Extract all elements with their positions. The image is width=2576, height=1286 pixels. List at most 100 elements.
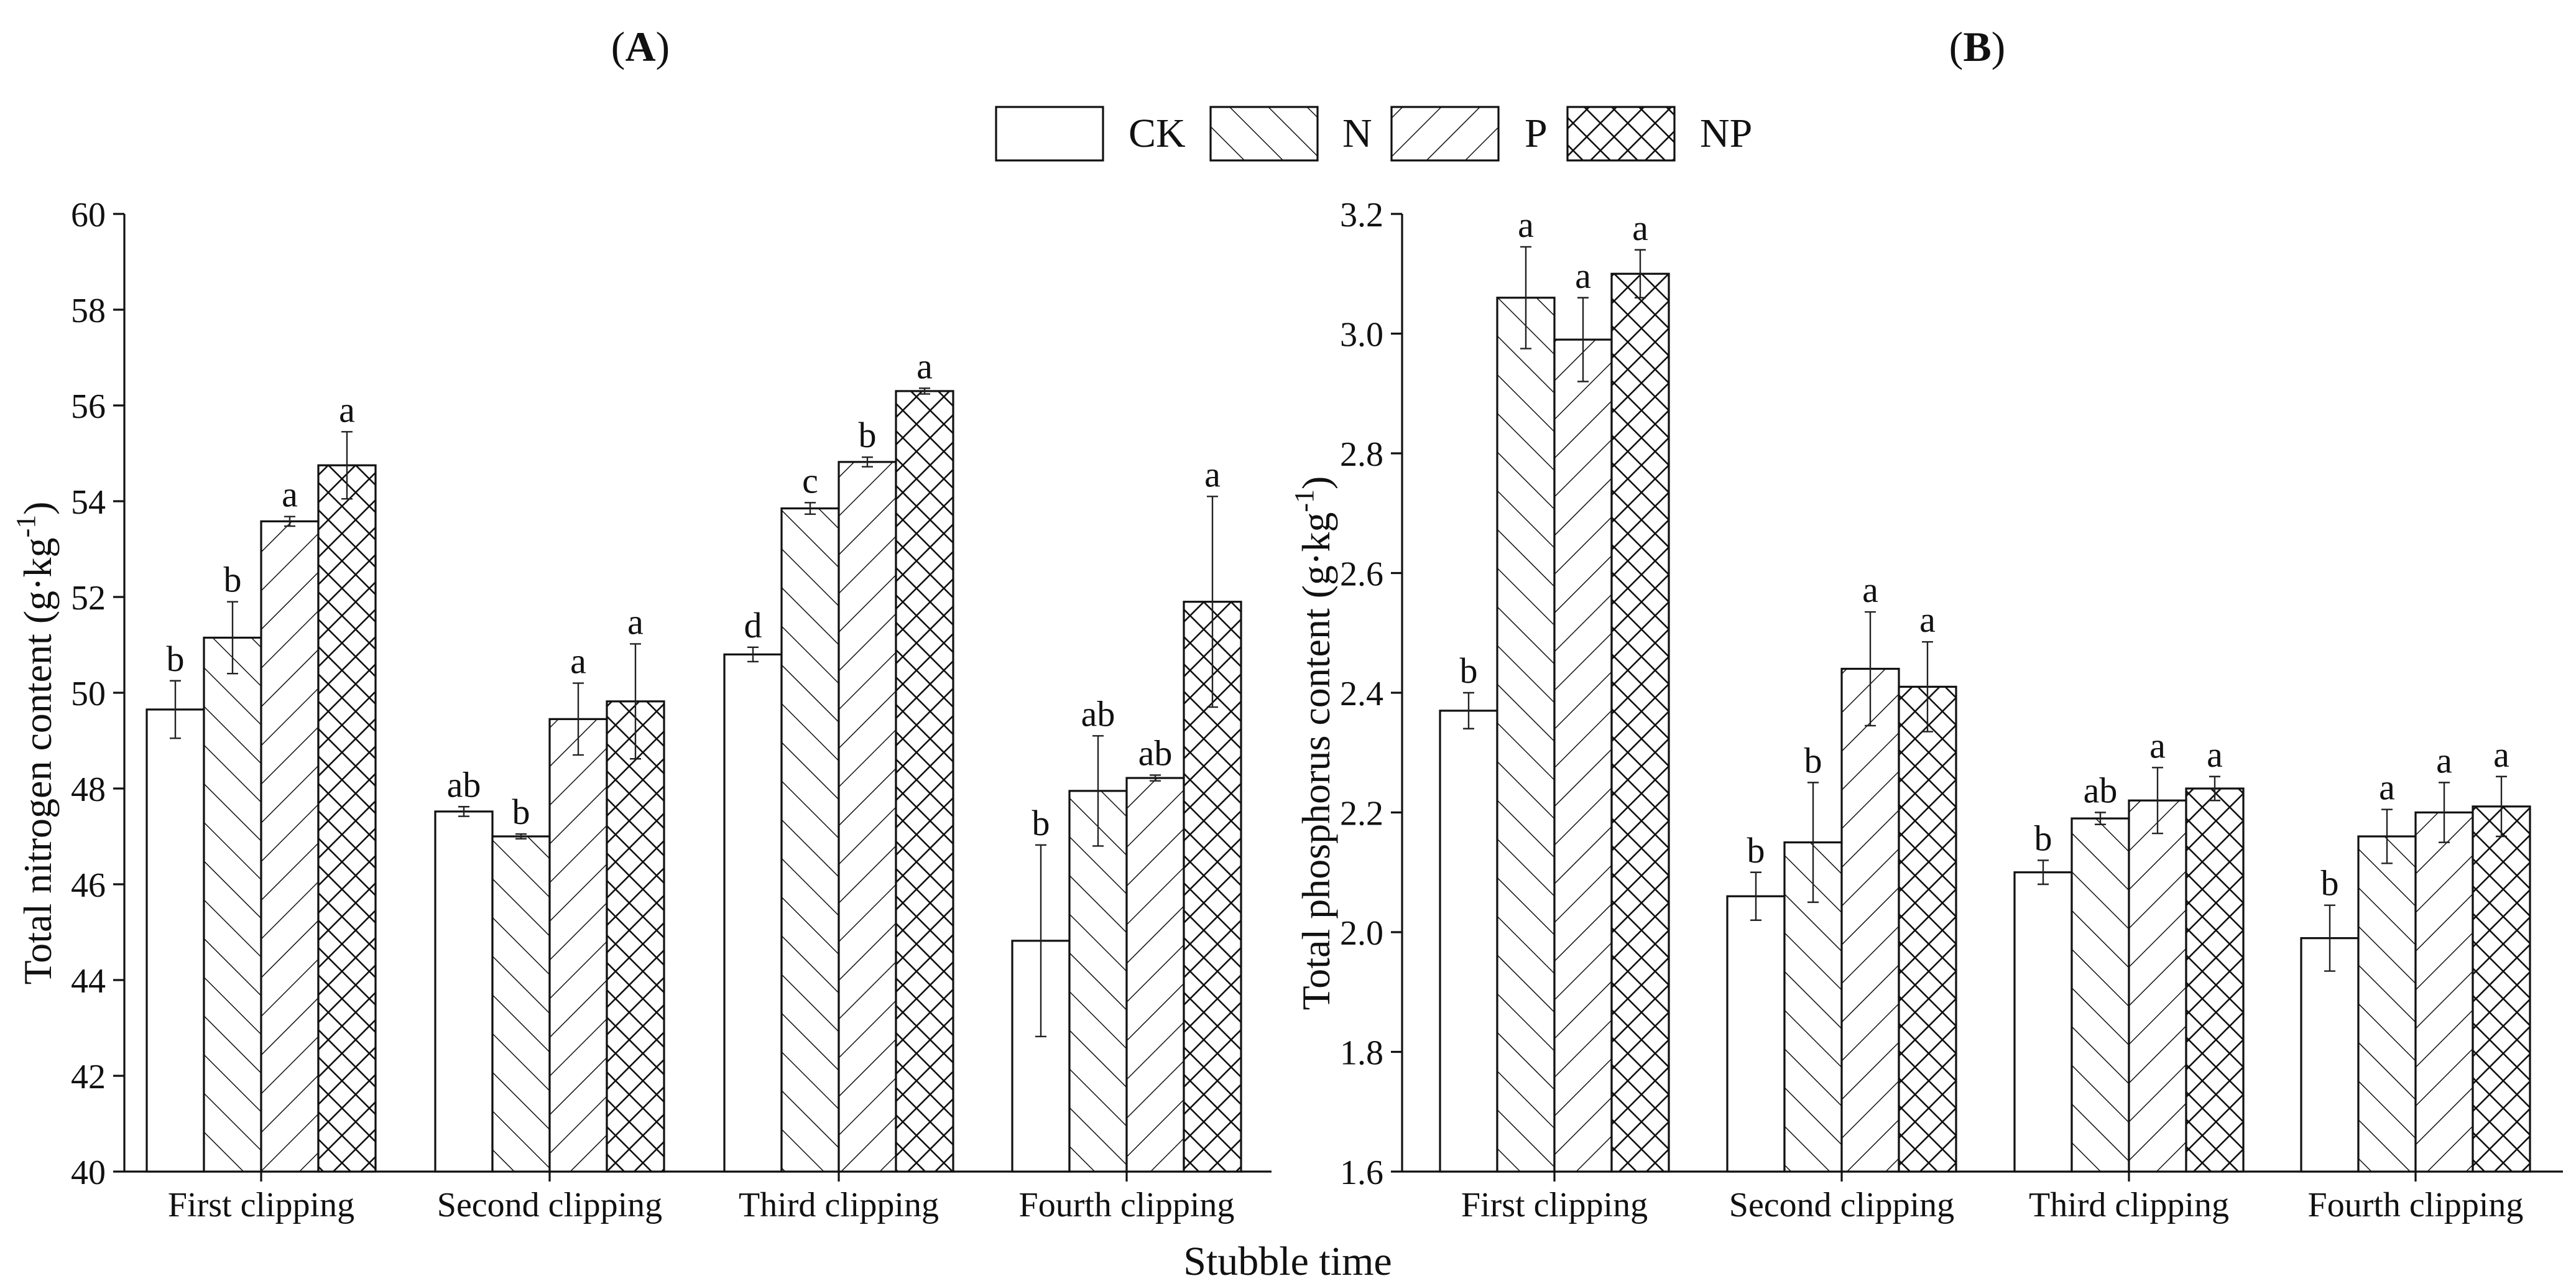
x-tick-label-a-third-clipping: Third clipping [739,1186,939,1224]
legend-label-np: NP [1700,111,1752,156]
sig-letter-a-np-second-clipping: a [627,601,644,642]
error-bar-b-n-fourth-clipping [2381,808,2393,864]
error-bar-a-ck-first-clipping [170,680,181,739]
error-bar-a-p-second-clipping [573,682,584,756]
sig-letter-b-np-fourth-clipping: a [2493,734,2509,775]
sig-letter-a-ck-second-clipping: ab [447,764,481,805]
x-tick-label-a-fourth-clipping: Fourth clipping [1019,1186,1235,1224]
sig-letter-b-p-third-clipping: a [2149,725,2166,766]
error-bar-a-p-fourth-clipping [1150,774,1161,782]
sig-letter-a-n-third-clipping: c [802,460,818,501]
x-tick-label-a-first-clipping: First clipping [168,1186,354,1224]
y-axis-title-a: Total nitrogen content (g·kg-1) [11,502,60,985]
y-tick-label-b: 1.8 [1340,1034,1383,1073]
panel-title-b: (B) [1949,23,2006,70]
sig-letter-a-p-second-clipping: a [570,641,586,682]
x-tick-label-b-first-clipping: First clipping [1461,1186,1648,1224]
sig-letter-b-n-fourth-clipping: a [2379,767,2395,808]
bar-b-ck-fourth-clipping [2300,937,2360,1173]
panel-title-a: (A) [611,23,670,70]
sig-letter-a-p-first-clipping: a [282,474,298,515]
sig-letter-b-p-fourth-clipping: a [2436,740,2452,780]
error-bar-a-np-third-clipping [919,387,930,395]
bar-a-p-first-clipping [260,520,320,1173]
bar-b-p-third-clipping [2128,799,2187,1173]
bar-a-ck-third-clipping [723,653,783,1173]
error-bar-b-np-first-clipping [1635,249,1646,298]
y-tick-label-a: 46 [71,866,106,905]
y-tick-label-a: 60 [71,196,106,234]
bar-b-p-fourth-clipping [2414,811,2474,1173]
panel-b-plot: 1.6 1.8 2.0 2.2 2.4 2.6 2.8 3.0 3.2 First clippin… [1340,196,2563,1224]
error-bar-b-ck-third-clipping [2038,859,2049,886]
sig-letter-b-n-first-clipping: a [1518,205,1534,245]
error-bar-a-ck-third-clipping [747,646,759,663]
bar-b-ck-third-clipping [2013,871,2073,1173]
error-bar-b-p-third-clipping [2152,767,2163,835]
sig-letter-a-np-first-clipping: a [339,389,355,430]
legend-swatch-n [1209,106,1319,162]
error-bar-b-p-first-clipping [1577,297,1589,382]
error-bar-a-n-fourth-clipping [1092,735,1104,847]
bar-b-ck-first-clipping [1439,710,1498,1173]
bar-b-p-second-clipping [1840,667,1900,1173]
y-tick-label-a: 42 [71,1058,106,1096]
y-tick-label-b: 2.2 [1340,795,1383,833]
bar-a-p-fourth-clipping [1125,777,1185,1173]
legend-label-ck: CK [1129,111,1186,156]
sig-letter-a-ck-third-clipping: d [744,605,762,645]
bar-a-n-third-clipping [780,507,840,1173]
bar-b-ck-second-clipping [1726,895,1786,1173]
sig-letter-b-n-third-clipping: ab [2084,770,2118,811]
error-bar-b-np-third-clipping [2209,775,2220,802]
bar-b-n-first-clipping [1496,297,1556,1173]
error-bar-a-np-second-clipping [630,643,641,760]
bar-b-n-third-clipping [2070,817,2130,1173]
bar-b-np-fourth-clipping [2472,805,2531,1173]
legend-item-p: P [1390,106,1548,162]
bar-a-ck-second-clipping [434,810,494,1173]
bar-b-np-first-clipping [1610,272,1670,1173]
bar-b-np-third-clipping [2185,787,2245,1173]
bar-a-n-fourth-clipping [1068,790,1128,1173]
legend-swatch-p [1390,106,1500,162]
sig-letter-b-p-first-clipping: a [1575,256,1591,296]
error-bar-a-n-third-clipping [805,502,816,515]
y-tick-label-a: 48 [71,770,106,809]
sig-letter-b-p-second-clipping: a [1862,570,1878,610]
error-bar-a-ck-fourth-clipping [1035,844,1046,1038]
legend-item-np: NP [1566,106,1752,162]
sig-letter-b-n-second-clipping: b [1804,740,1822,780]
sig-letter-a-p-third-clipping: b [859,415,877,455]
error-bar-b-p-fourth-clipping [2439,782,2450,843]
sig-letter-a-ck-first-clipping: b [167,639,185,679]
legend-swatch-np [1566,106,1676,162]
error-bar-b-ck-fourth-clipping [2324,904,2335,972]
y-tick-label-a: 52 [71,579,106,618]
sig-letter-b-ck-third-clipping: b [2034,818,2052,859]
y-axis-title-b: Total phosphorus content (g·kg-1) [1289,476,1338,1011]
error-bar-a-n-second-clipping [515,833,527,840]
y-tick-label-b: 3.2 [1340,196,1383,234]
y-tick-label-a: 40 [71,1154,106,1192]
x-tick-label-b-fourth-clipping: Fourth clipping [2308,1186,2524,1224]
bar-b-np-second-clipping [1898,685,1957,1173]
bar-a-n-first-clipping [203,636,262,1173]
bar-b-n-fourth-clipping [2357,835,2417,1173]
y-tick-label-b: 2.4 [1340,675,1383,713]
error-bar-b-ck-second-clipping [1750,871,1761,921]
y-tick-label-a: 54 [71,483,106,522]
sig-letter-a-n-second-clipping: b [512,792,530,832]
error-bar-b-np-second-clipping [1922,641,1933,733]
legend: CK N P NP [995,106,1752,162]
sig-letter-a-ck-fourth-clipping: b [1032,803,1050,843]
legend-label-n: N [1342,111,1372,156]
sig-letter-b-np-second-clipping: a [1919,599,1936,640]
x-tick-label-a-second-clipping: Second clipping [437,1186,662,1224]
legend-label-p: P [1525,111,1548,156]
y-tick-label-a: 44 [71,962,106,1001]
error-bar-a-ck-second-clipping [458,806,469,817]
x-tick-label-b-second-clipping: Second clipping [1729,1186,1954,1224]
bar-a-p-second-clipping [548,718,608,1173]
